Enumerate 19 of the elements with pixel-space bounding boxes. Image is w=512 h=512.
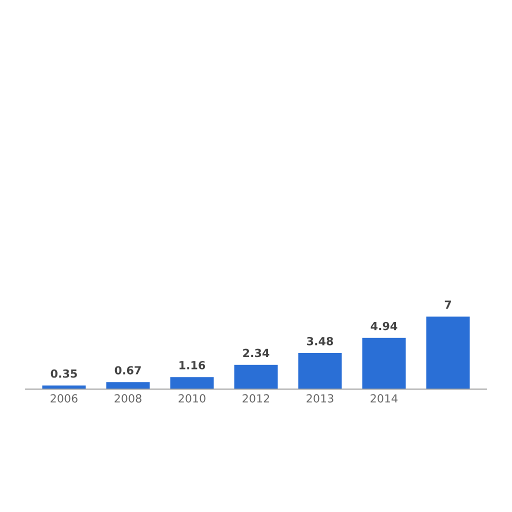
x-tick-label: 2008 — [114, 394, 142, 403]
data-label: 0.67 — [114, 366, 141, 374]
x-tick-label: 2012 — [242, 394, 270, 403]
data-label: 3.48 — [307, 336, 334, 346]
bar — [106, 382, 150, 390]
data-label: 2.34 — [243, 348, 270, 358]
bar — [362, 338, 406, 390]
x-tick-label: 2010 — [178, 394, 206, 403]
x-tick-label: 2014 — [370, 394, 398, 403]
data-label: 7 — [444, 300, 451, 309]
x-tick-label: 2006 — [50, 394, 78, 403]
bar — [234, 364, 278, 390]
data-label: 0.35 — [50, 369, 77, 378]
data-label: 4.94 — [370, 322, 398, 330]
x-tick-label: 2013 — [306, 394, 334, 403]
bar — [298, 353, 342, 390]
data-label: 1.16 — [180, 361, 206, 370]
bar — [170, 377, 214, 390]
bar — [426, 316, 470, 390]
